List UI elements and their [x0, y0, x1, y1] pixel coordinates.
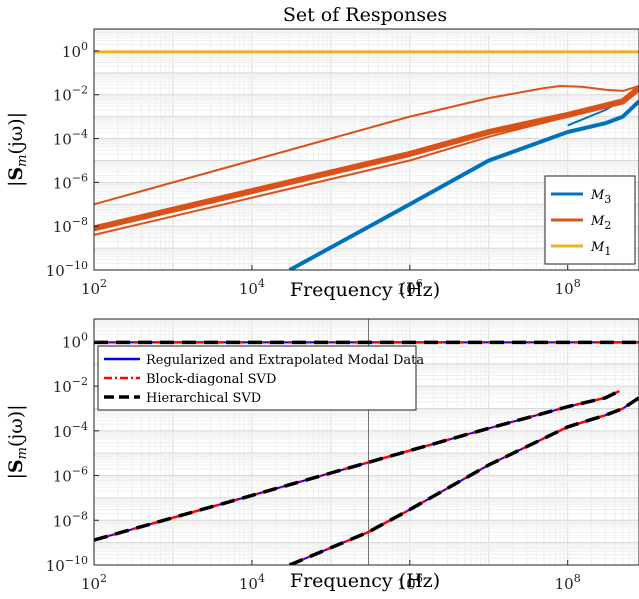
y-tick-label: 10−10 — [46, 259, 88, 280]
top-legend: M3 M2 M1 — [544, 175, 636, 265]
bottom-curves — [94, 319, 639, 565]
legend-label: Block-diagonal SVD — [146, 372, 276, 387]
y-tick-label: 10−8 — [53, 509, 88, 530]
top-y-axis-label: |Sm(jω)| — [5, 112, 30, 187]
legend-label: M3 — [590, 188, 611, 206]
x-tick-label: 108 — [555, 277, 581, 298]
series-line-m3 — [288, 99, 639, 270]
y-tick-label: 10−8 — [53, 215, 88, 236]
y-tick-label: 10−4 — [53, 128, 88, 149]
y-tick-label: 10−6 — [53, 171, 88, 192]
series-line-m2 — [94, 85, 639, 232]
top-y-axis-label-text: |Sm(jω)| — [5, 112, 30, 187]
svg-text:|Sm(jω)|: |Sm(jω)| — [5, 112, 30, 187]
y-tick-label: 10−4 — [53, 420, 88, 441]
top-curves — [94, 50, 639, 270]
x-tick-label: 108 — [555, 572, 581, 593]
top-ticks: 102 104 106 108 10−10 10−8 10−6 10−4 10−2 100 — [46, 40, 581, 298]
hierarchical-curve — [288, 396, 639, 565]
series-line-m2 — [94, 85, 639, 206]
bottom-plot: 102 104 106 108 10−10 10−8 10−6 10−4 10−2 100 Fre… — [5, 318, 639, 593]
legend-label: Regularized and Extrapolated Modal Data — [146, 353, 424, 368]
block-diagonal-curve — [94, 389, 620, 542]
y-tick-label: 10−10 — [46, 554, 88, 575]
legend-label: M2 — [590, 214, 611, 232]
hierarchical-curve — [94, 389, 621, 542]
bottom-ticks: 102 104 106 108 10−10 10−8 10−6 10−4 10−2 100 — [46, 330, 581, 593]
top-plot-title: Set of Responses — [283, 4, 447, 26]
bottom-x-axis-label: Frequency (Hz) — [290, 570, 440, 592]
x-tick-label: 104 — [239, 277, 265, 298]
y-tick-label: 100 — [62, 330, 88, 351]
x-tick-label: 102 — [81, 277, 107, 298]
bottom-plot-border — [93, 318, 639, 566]
bottom-y-axis-label: |Sm(jω)| — [5, 404, 30, 479]
x-tick-label: 106 — [397, 277, 423, 298]
top-plot: Set of Responses 102 104 106 10810−1010−810… — [5, 4, 639, 301]
y-tick-label: 100 — [62, 40, 88, 61]
top-x-axis-label: Frequency (Hz) — [290, 279, 440, 301]
bot-y-axis-label-text: |Sm(jω)| — [5, 404, 30, 479]
y-tick-label: 10−2 — [53, 84, 88, 105]
bottom-legend: Regularized and Extrapolated Modal Data B… — [97, 345, 424, 411]
legend-label: M1 — [590, 240, 611, 258]
x-tick-label: 102 — [81, 572, 107, 593]
x-tick-label: 106 — [397, 572, 423, 593]
legend-label: Hierarchical SVD — [146, 391, 261, 406]
svg-text:|Sm(jω)|: |Sm(jω)| — [5, 404, 30, 479]
series-line-m2 — [94, 90, 639, 236]
y-tick-label: 10−6 — [53, 465, 88, 486]
legend-box — [97, 345, 417, 411]
x-tick-label: 104 — [239, 572, 265, 593]
y-tick-label: 10−2 — [53, 375, 88, 396]
top-plot-border — [93, 28, 639, 271]
